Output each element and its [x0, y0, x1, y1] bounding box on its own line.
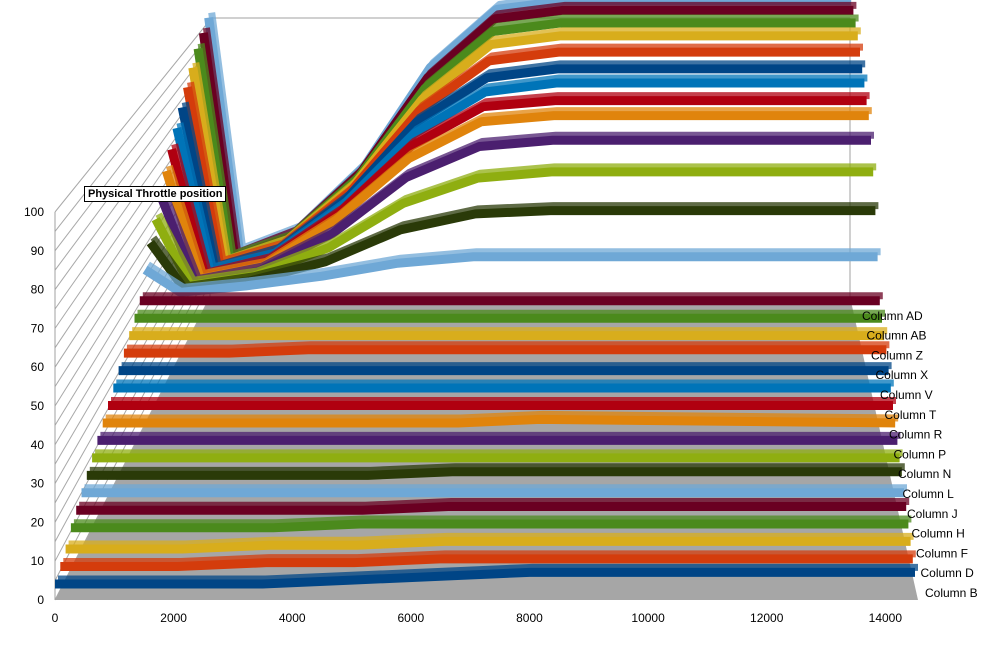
ribbon-line [102, 414, 896, 428]
series-ribbon [142, 248, 881, 297]
series-ribbon [102, 410, 899, 428]
ribbon-line [142, 252, 878, 297]
x-axis-ticks: 0 2000 4000 6000 8000 10000 12000 14000 [52, 611, 903, 625]
y-tick-label: 90 [31, 244, 45, 258]
series-ribbon [70, 515, 912, 533]
legend-label: Column N [898, 467, 951, 481]
legend-label: Column V [880, 388, 933, 402]
ribbon-top-face [58, 563, 918, 583]
x-tick-label: 10000 [631, 611, 665, 625]
legend-label: Column X [876, 368, 929, 382]
ribbon-top-face [105, 410, 899, 422]
y-tick-label: 100 [24, 205, 44, 219]
ribbon-top-face [73, 515, 912, 527]
legend-label: Column J [907, 507, 958, 521]
side-wall-gridline [54, 19, 211, 213]
series-ribbon [139, 292, 883, 306]
y-tick-label: 80 [31, 283, 45, 297]
legend-label: Column B [925, 586, 978, 600]
series-ribbon [65, 532, 914, 554]
y-tick-label: 50 [31, 399, 45, 413]
series-ribbon [92, 449, 903, 463]
legend-label: Column P [894, 447, 947, 461]
x-tick-label: 6000 [398, 611, 425, 625]
series-ribbon [76, 498, 910, 515]
y-axis-ticks: 0 10 20 30 40 50 60 70 80 90 100 [24, 205, 44, 607]
x-tick-label: 0 [52, 611, 59, 625]
ribbon-line [65, 536, 911, 554]
ribbon-line [55, 567, 915, 589]
x-tick-label: 2000 [160, 611, 187, 625]
legend-label: Column D [921, 566, 975, 580]
y-tick-label: 10 [31, 554, 45, 568]
legend-label: Column AB [867, 329, 927, 343]
legend-label: Column T [885, 408, 937, 422]
series-ribbon [113, 379, 894, 393]
series-ribbon [81, 484, 907, 498]
ribbon-line [151, 167, 874, 290]
series-ribbon [55, 563, 918, 589]
legend-label: Column F [916, 546, 968, 560]
ribbon-line [76, 502, 907, 515]
ribbon-top-face [89, 463, 905, 474]
ribbon-line [86, 467, 902, 480]
legend-label: Column H [912, 527, 965, 541]
ribbon-line [70, 519, 909, 533]
legend-label: Column AD [862, 309, 923, 323]
side-wall-gridline [54, 47, 211, 252]
ribbon-top-face [79, 498, 910, 509]
legend: Column B Column D Column F Column H Column J… [862, 309, 978, 600]
side-wall-gridline [54, 33, 211, 232]
x-tick-label: 8000 [516, 611, 543, 625]
series-ribbon [86, 463, 905, 480]
ribbon-top-face [68, 532, 914, 548]
series-ribbon [134, 309, 885, 323]
series-ribbon [129, 327, 888, 341]
y-tick-label: 30 [31, 477, 45, 491]
legend-label: Column R [889, 428, 943, 442]
x-tick-label: 14000 [869, 611, 903, 625]
ribbon-line [60, 554, 913, 571]
legend-label: Column Z [871, 348, 923, 362]
x-tick-label: 12000 [750, 611, 784, 625]
ribbon-top-face [63, 550, 916, 565]
legend-label: Column L [903, 487, 955, 501]
chart-series [55, 0, 918, 589]
chart-title: Physical Throttle position [84, 186, 227, 202]
series-ribbon [118, 362, 892, 376]
ribbon-top-face [126, 341, 890, 352]
y-tick-label: 20 [31, 515, 45, 529]
y-tick-label: 70 [31, 321, 45, 335]
y-tick-label: 60 [31, 360, 45, 374]
series-ribbon [151, 163, 877, 290]
y-tick-label: 40 [31, 438, 45, 452]
series-ribbon [123, 341, 890, 358]
side-wall-gridline [54, 61, 211, 271]
x-tick-label: 4000 [279, 611, 306, 625]
series-ribbon [97, 431, 901, 445]
series-ribbon [108, 397, 896, 411]
series-ribbon [60, 550, 916, 571]
ribbon-line [123, 345, 887, 358]
y-tick-label: 0 [37, 593, 44, 607]
